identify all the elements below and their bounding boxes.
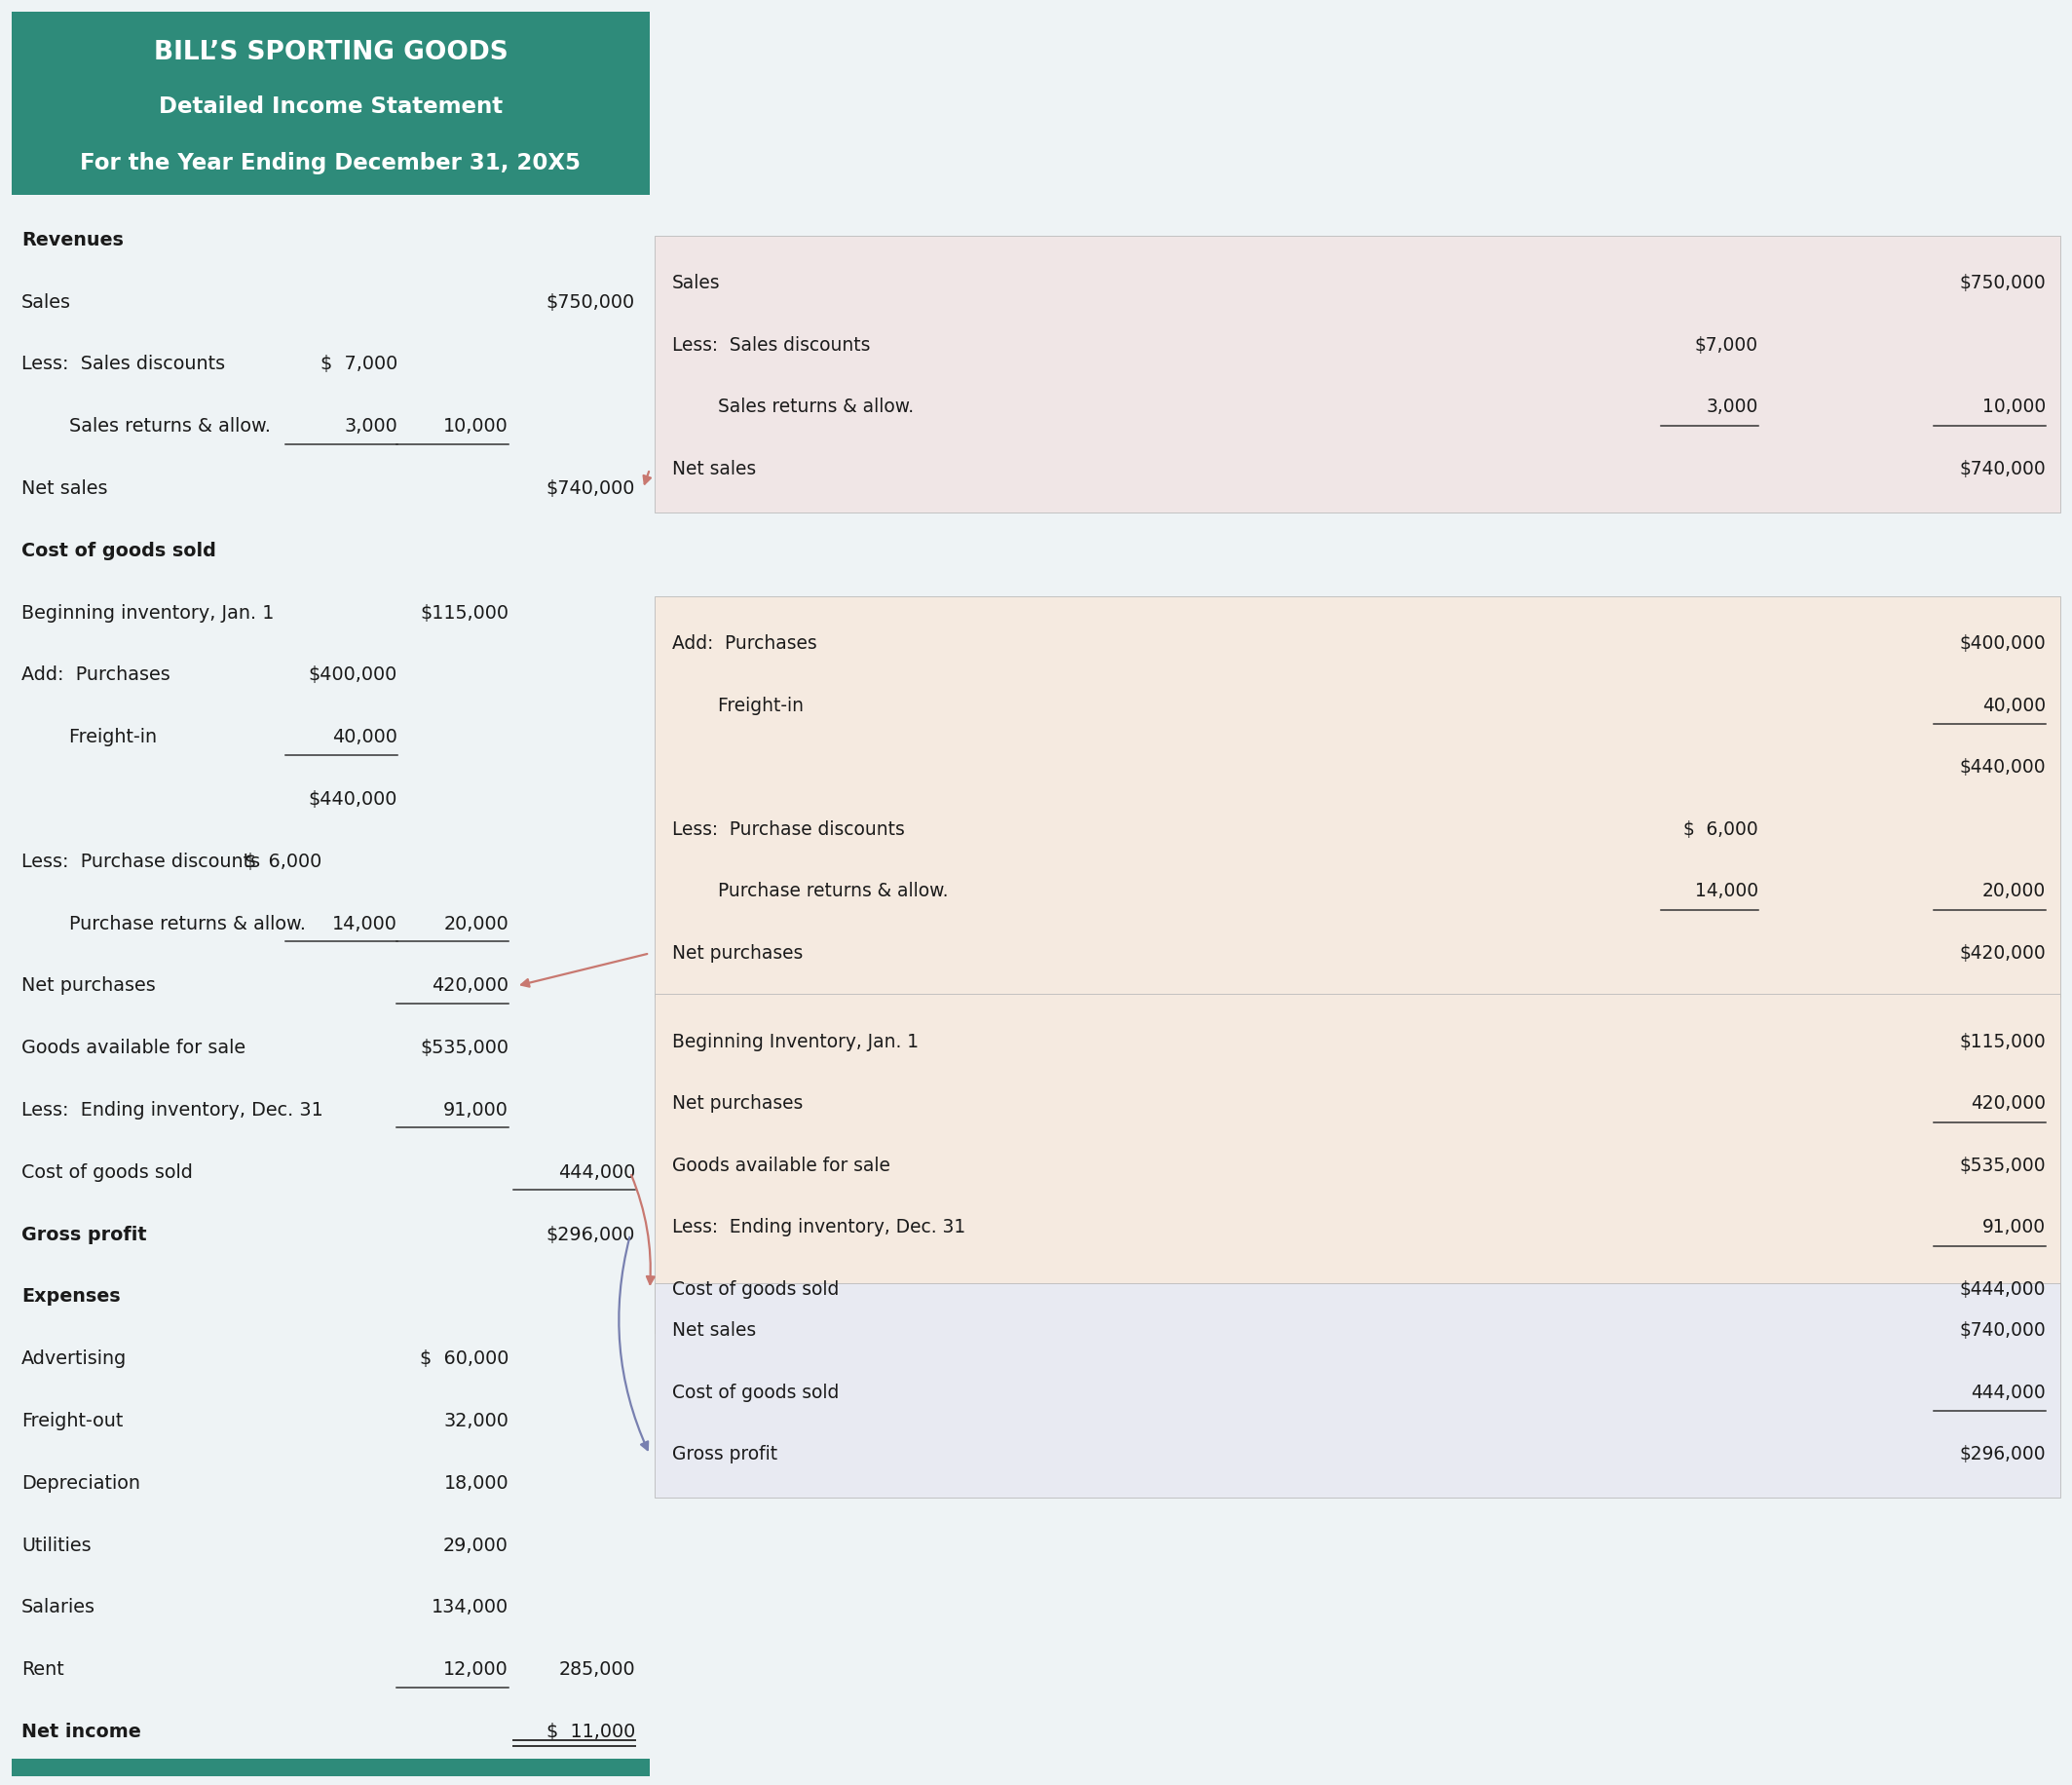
Text: 444,000: 444,000 [557, 1164, 636, 1182]
Text: Sales: Sales [671, 275, 721, 293]
Text: Rent: Rent [21, 1660, 64, 1680]
Text: Net purchases: Net purchases [21, 976, 155, 996]
Text: Net sales: Net sales [671, 1321, 756, 1341]
Text: $740,000: $740,000 [1960, 1321, 2045, 1341]
Text: 32,000: 32,000 [443, 1412, 508, 1430]
Text: Utilities: Utilities [21, 1537, 91, 1555]
Text: 20,000: 20,000 [1983, 882, 2045, 901]
Text: 40,000: 40,000 [1983, 696, 2045, 716]
Text: Gross profit: Gross profit [671, 1446, 777, 1464]
Bar [655, 1283, 2060, 1498]
Text: Less:  Purchase discounts: Less: Purchase discounts [21, 853, 261, 871]
Text: Freight-in: Freight-in [21, 728, 157, 746]
Text: Add:  Purchases: Add: Purchases [21, 666, 170, 684]
Text: 134,000: 134,000 [431, 1598, 508, 1617]
Text: $750,000: $750,000 [547, 293, 636, 311]
Text: 10,000: 10,000 [443, 418, 508, 436]
Text: $7,000: $7,000 [1695, 336, 1759, 355]
Text: Add:  Purchases: Add: Purchases [671, 635, 816, 653]
Text: 91,000: 91,000 [1983, 1217, 2045, 1237]
Text: Beginning Inventory, Jan. 1: Beginning Inventory, Jan. 1 [671, 1032, 918, 1051]
Text: 10,000: 10,000 [1983, 398, 2045, 416]
Text: Net purchases: Net purchases [671, 944, 804, 962]
Text: Depreciation: Depreciation [21, 1474, 141, 1492]
Text: Beginning inventory, Jan. 1: Beginning inventory, Jan. 1 [21, 603, 274, 623]
Text: Freight-out: Freight-out [21, 1412, 122, 1430]
Bar [655, 596, 2060, 996]
Text: $420,000: $420,000 [1960, 944, 2045, 962]
Text: Net sales: Net sales [21, 480, 108, 498]
Text: Less:  Ending inventory, Dec. 31: Less: Ending inventory, Dec. 31 [21, 1101, 323, 1119]
Text: $  6,000: $ 6,000 [244, 853, 321, 871]
Text: $444,000: $444,000 [1960, 1280, 2045, 1298]
Text: Less:  Sales discounts: Less: Sales discounts [671, 336, 870, 355]
Text: $296,000: $296,000 [1960, 1446, 2045, 1464]
Text: Salaries: Salaries [21, 1598, 95, 1617]
Text: $740,000: $740,000 [1960, 461, 2045, 478]
Text: Purchase returns & allow.: Purchase returns & allow. [671, 882, 949, 901]
Text: $  6,000: $ 6,000 [1685, 821, 1759, 839]
Text: 40,000: 40,000 [332, 728, 398, 746]
Text: Gross profit: Gross profit [21, 1225, 147, 1244]
Text: 20,000: 20,000 [443, 914, 508, 934]
Text: Revenues: Revenues [21, 230, 124, 250]
Text: $  7,000: $ 7,000 [321, 355, 398, 373]
Text: 3,000: 3,000 [1707, 398, 1759, 416]
Text: Less:  Purchase discounts: Less: Purchase discounts [671, 821, 905, 839]
Text: $  11,000: $ 11,000 [547, 1723, 636, 1740]
Text: Goods available for sale: Goods available for sale [21, 1039, 247, 1057]
Bar [655, 994, 2060, 1333]
Text: For the Year Ending December 31, 20X5: For the Year Ending December 31, 20X5 [81, 152, 580, 173]
Text: Cost of goods sold: Cost of goods sold [671, 1280, 839, 1298]
Text: 18,000: 18,000 [443, 1474, 508, 1492]
Text: Purchase returns & allow.: Purchase returns & allow. [21, 914, 307, 934]
Text: Sales returns & allow.: Sales returns & allow. [671, 398, 914, 416]
Text: $440,000: $440,000 [1960, 759, 2045, 776]
Text: Sales: Sales [21, 293, 70, 311]
Bar [12, 1758, 651, 1776]
Text: 14,000: 14,000 [1695, 882, 1759, 901]
Text: $750,000: $750,000 [1960, 275, 2045, 293]
Text: Net income: Net income [21, 1723, 141, 1740]
Text: Freight-in: Freight-in [671, 696, 804, 716]
Text: Goods available for sale: Goods available for sale [671, 1157, 891, 1175]
Text: Less:  Ending inventory, Dec. 31: Less: Ending inventory, Dec. 31 [671, 1217, 966, 1237]
Text: 91,000: 91,000 [443, 1101, 508, 1119]
Text: $400,000: $400,000 [309, 666, 398, 684]
Text: $296,000: $296,000 [547, 1225, 636, 1244]
Bar [655, 236, 2060, 512]
Text: $440,000: $440,000 [309, 791, 398, 809]
Text: Less:  Sales discounts: Less: Sales discounts [21, 355, 226, 373]
Text: Detailed Income Statement: Detailed Income Statement [160, 96, 503, 118]
Text: Sales returns & allow.: Sales returns & allow. [21, 418, 271, 436]
Text: BILL’S SPORTING GOODS: BILL’S SPORTING GOODS [153, 39, 508, 66]
Text: $400,000: $400,000 [1960, 635, 2045, 653]
Text: 420,000: 420,000 [431, 976, 508, 996]
Text: 29,000: 29,000 [443, 1537, 508, 1555]
Text: 3,000: 3,000 [344, 418, 398, 436]
Text: Advertising: Advertising [21, 1349, 126, 1369]
Text: Net sales: Net sales [671, 461, 756, 478]
Text: $115,000: $115,000 [1960, 1032, 2045, 1051]
Text: $535,000: $535,000 [421, 1039, 508, 1057]
Text: 12,000: 12,000 [443, 1660, 508, 1680]
Text: $535,000: $535,000 [1960, 1157, 2045, 1175]
Text: 444,000: 444,000 [1970, 1383, 2045, 1401]
Text: Expenses: Expenses [21, 1287, 120, 1307]
Text: $740,000: $740,000 [547, 480, 636, 498]
Text: 285,000: 285,000 [559, 1660, 636, 1680]
Text: Net purchases: Net purchases [671, 1094, 804, 1112]
Text: $115,000: $115,000 [421, 603, 508, 623]
Bar [12, 12, 651, 195]
Text: Cost of goods sold: Cost of goods sold [21, 541, 215, 560]
Text: 14,000: 14,000 [332, 914, 398, 934]
Text: Cost of goods sold: Cost of goods sold [671, 1383, 839, 1401]
Text: $  60,000: $ 60,000 [419, 1349, 508, 1369]
Text: 420,000: 420,000 [1970, 1094, 2045, 1112]
Text: Cost of goods sold: Cost of goods sold [21, 1164, 193, 1182]
